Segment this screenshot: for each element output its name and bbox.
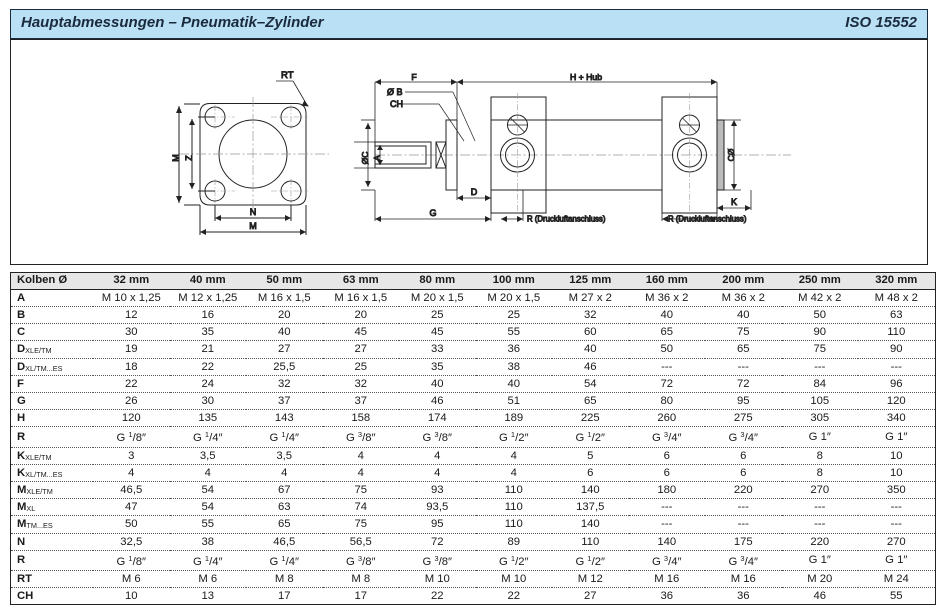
- svg-text:Z: Z: [184, 155, 194, 161]
- svg-text:F: F: [411, 72, 416, 82]
- svg-text:N: N: [250, 207, 257, 217]
- svg-text:CØ: CØ: [726, 148, 736, 161]
- svg-text:CH: CH: [390, 99, 403, 109]
- svg-text:M: M: [171, 154, 181, 162]
- svg-text:K: K: [731, 197, 737, 207]
- svg-text:A: A: [372, 155, 382, 161]
- svg-text:ØC: ØC: [360, 152, 370, 165]
- svg-text:G: G: [429, 208, 436, 218]
- svg-text:Ø B: Ø B: [387, 87, 403, 97]
- svg-text:RT: RT: [281, 70, 294, 81]
- svg-text:R (Druckluftanschluss): R (Druckluftanschluss): [668, 215, 747, 224]
- svg-text:D: D: [471, 187, 478, 197]
- svg-text:H + Hub: H + Hub: [570, 72, 602, 82]
- svg-text:M: M: [249, 221, 257, 231]
- svg-text:R (Druckluftanschluss): R (Druckluftanschluss): [527, 215, 606, 224]
